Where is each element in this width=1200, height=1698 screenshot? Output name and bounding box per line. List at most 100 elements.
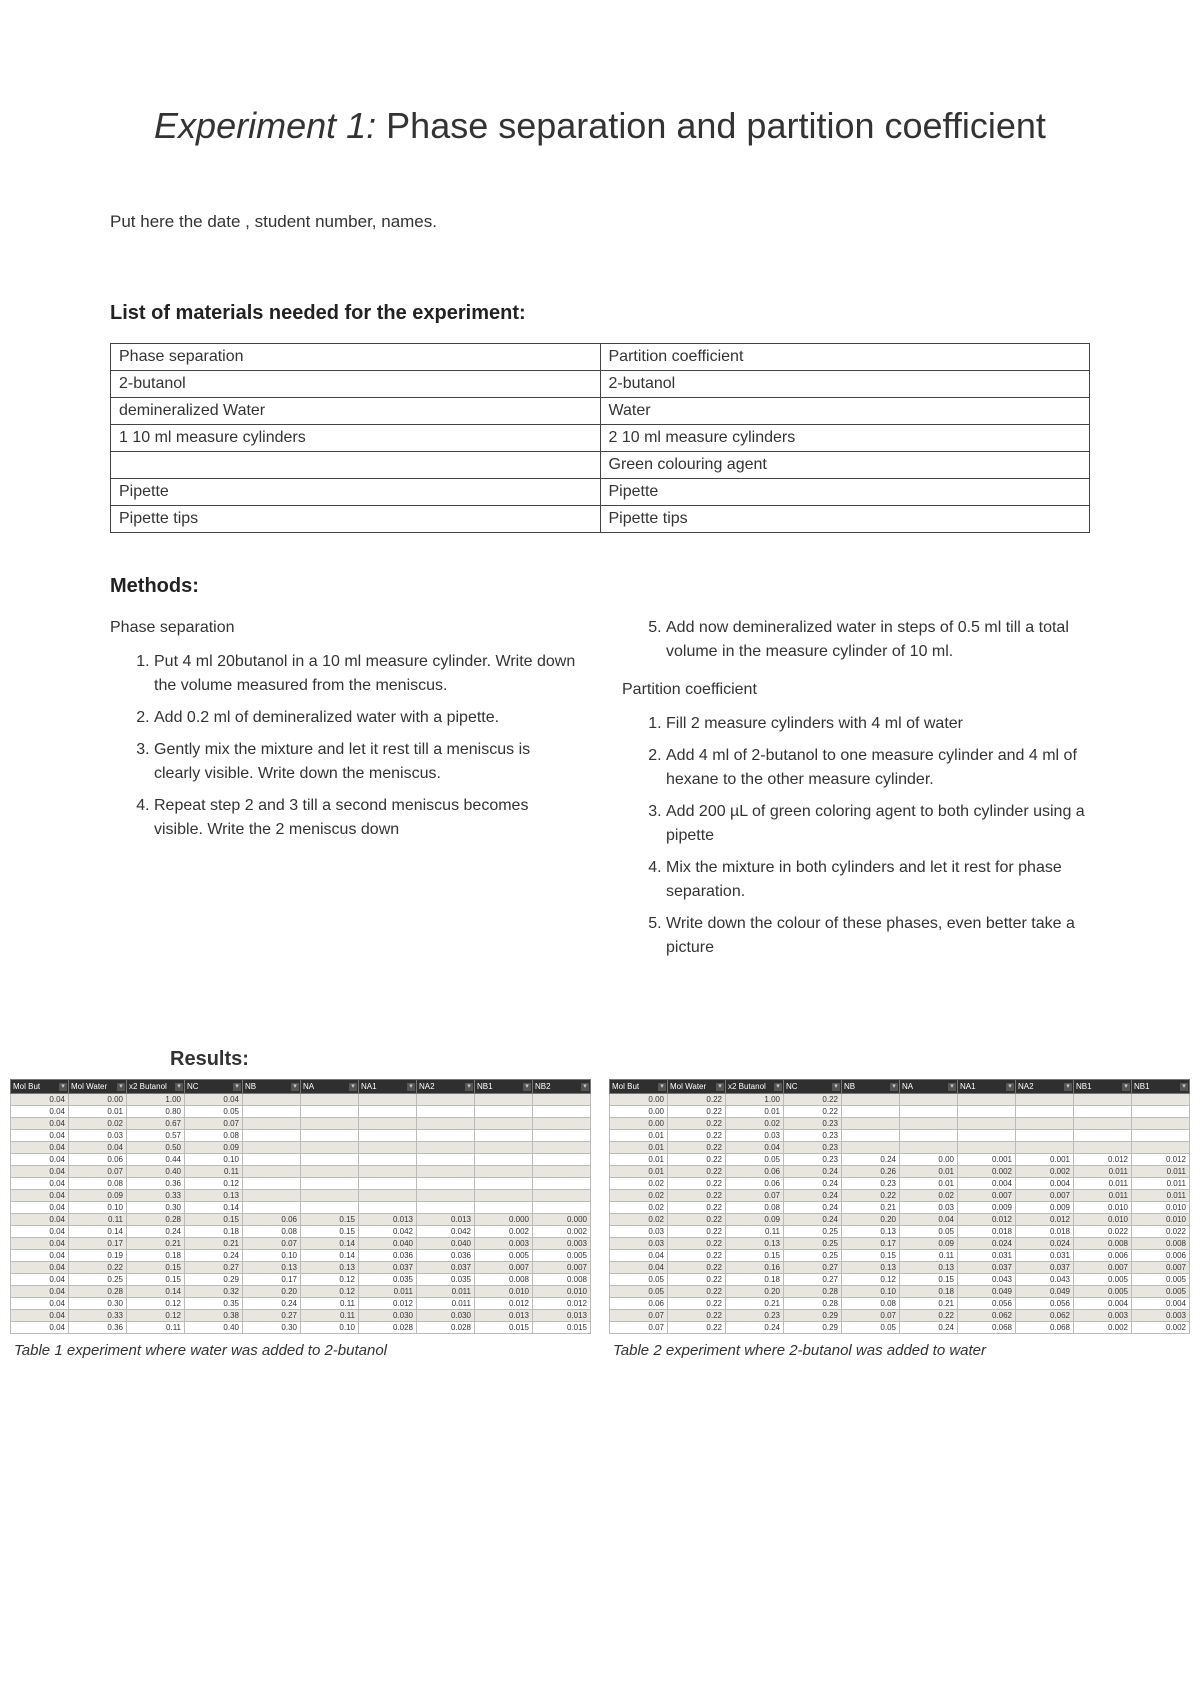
table-cell: 0.01 bbox=[900, 1166, 958, 1178]
table-cell: Phase separation bbox=[111, 344, 601, 371]
filter-dropdown-icon[interactable]: ▾ bbox=[1006, 1083, 1014, 1091]
table-row: 0.040.300.120.350.240.110.0120.0110.0120… bbox=[11, 1298, 591, 1310]
table-cell: 0.009 bbox=[958, 1202, 1016, 1214]
table-cell: 0.22 bbox=[784, 1106, 842, 1118]
filter-dropdown-icon[interactable]: ▾ bbox=[1180, 1083, 1188, 1091]
table-cell: 0.000 bbox=[533, 1214, 591, 1226]
column-header[interactable]: NB1▾ bbox=[1074, 1080, 1132, 1094]
table-row: 0.040.190.180.240.100.140.0360.0360.0050… bbox=[11, 1250, 591, 1262]
filter-dropdown-icon[interactable]: ▾ bbox=[774, 1083, 782, 1091]
table-cell: 0.22 bbox=[668, 1130, 726, 1142]
table-cell: 0.010 bbox=[475, 1286, 533, 1298]
table-cell: 0.042 bbox=[417, 1226, 475, 1238]
list-item: Add now demineralized water in steps of … bbox=[666, 616, 1090, 664]
filter-dropdown-icon[interactable]: ▾ bbox=[465, 1083, 473, 1091]
table-cell: 0.20 bbox=[243, 1286, 301, 1298]
column-header[interactable]: NA2▾ bbox=[417, 1080, 475, 1094]
filter-dropdown-icon[interactable]: ▾ bbox=[832, 1083, 840, 1091]
table-row: 0.040.220.160.270.130.130.0370.0370.0070… bbox=[610, 1262, 1190, 1274]
column-header[interactable]: NA▾ bbox=[301, 1080, 359, 1094]
table-cell: 0.005 bbox=[1074, 1274, 1132, 1286]
column-header[interactable]: Mol Water▾ bbox=[69, 1080, 127, 1094]
filter-dropdown-icon[interactable]: ▾ bbox=[948, 1083, 956, 1091]
table-cell: 0.04 bbox=[11, 1166, 69, 1178]
table-cell bbox=[243, 1154, 301, 1166]
filter-dropdown-icon[interactable]: ▾ bbox=[407, 1083, 415, 1091]
table-cell: 0.043 bbox=[1016, 1274, 1074, 1286]
filter-dropdown-icon[interactable]: ▾ bbox=[716, 1083, 724, 1091]
filter-dropdown-icon[interactable]: ▾ bbox=[59, 1083, 67, 1091]
column-header[interactable]: NC▾ bbox=[185, 1080, 243, 1094]
table-cell bbox=[533, 1130, 591, 1142]
table-cell: 0.22 bbox=[668, 1226, 726, 1238]
table-cell: 0.23 bbox=[784, 1130, 842, 1142]
table-cell: 0.00 bbox=[610, 1106, 668, 1118]
table-cell: 0.01 bbox=[610, 1154, 668, 1166]
table-cell: 0.007 bbox=[475, 1262, 533, 1274]
table-cell bbox=[958, 1142, 1016, 1154]
filter-dropdown-icon[interactable]: ▾ bbox=[117, 1083, 125, 1091]
table-cell: 0.00 bbox=[610, 1118, 668, 1130]
table-cell: 0.036 bbox=[359, 1250, 417, 1262]
filter-dropdown-icon[interactable]: ▾ bbox=[349, 1083, 357, 1091]
table-cell: 0.062 bbox=[958, 1310, 1016, 1322]
list-item: Put 4 ml 20butanol in a 10 ml measure cy… bbox=[154, 650, 578, 698]
column-header[interactable]: NA▾ bbox=[900, 1080, 958, 1094]
column-header[interactable]: NB1▾ bbox=[475, 1080, 533, 1094]
table-row: Phase separationPartition coefficient bbox=[111, 344, 1090, 371]
table-cell: 0.21 bbox=[900, 1298, 958, 1310]
table-row: 0.000.220.010.22 bbox=[610, 1106, 1190, 1118]
column-header[interactable]: NA1▾ bbox=[359, 1080, 417, 1094]
filter-dropdown-icon[interactable]: ▾ bbox=[581, 1083, 589, 1091]
table-cell: 0.21 bbox=[842, 1202, 900, 1214]
table-header-row: Mol But▾Mol Water▾x2 Butanol▾NC▾NB▾NA▾NA… bbox=[11, 1080, 591, 1094]
column-header[interactable]: NB1▾ bbox=[1132, 1080, 1190, 1094]
table-cell: 0.04 bbox=[11, 1154, 69, 1166]
column-header[interactable]: NB▾ bbox=[243, 1080, 301, 1094]
table-cell: 0.06 bbox=[243, 1214, 301, 1226]
table-cell: 0.040 bbox=[417, 1238, 475, 1250]
column-header[interactable]: NA2▾ bbox=[1016, 1080, 1074, 1094]
column-header[interactable]: NA1▾ bbox=[958, 1080, 1016, 1094]
table-cell: 0.068 bbox=[1016, 1322, 1074, 1334]
table-cell: 0.015 bbox=[533, 1322, 591, 1334]
table-cell: 0.02 bbox=[610, 1178, 668, 1190]
table-cell: 0.26 bbox=[842, 1166, 900, 1178]
table-cell: 0.022 bbox=[1132, 1226, 1190, 1238]
table-cell bbox=[243, 1094, 301, 1106]
filter-dropdown-icon[interactable]: ▾ bbox=[1122, 1083, 1130, 1091]
filter-dropdown-icon[interactable]: ▾ bbox=[890, 1083, 898, 1091]
table-cell: 0.06 bbox=[726, 1178, 784, 1190]
column-header[interactable]: x2 Butanol▾ bbox=[726, 1080, 784, 1094]
table-cell: 0.12 bbox=[842, 1274, 900, 1286]
table-cell: 0.15 bbox=[900, 1274, 958, 1286]
table-cell: 0.04 bbox=[11, 1274, 69, 1286]
filter-dropdown-icon[interactable]: ▾ bbox=[233, 1083, 241, 1091]
table-cell: 0.24 bbox=[127, 1226, 185, 1238]
filter-dropdown-icon[interactable]: ▾ bbox=[175, 1083, 183, 1091]
table-cell: 0.010 bbox=[533, 1286, 591, 1298]
table-cell: 0.02 bbox=[610, 1214, 668, 1226]
table-cell: 0.037 bbox=[1016, 1262, 1074, 1274]
filter-dropdown-icon[interactable]: ▾ bbox=[658, 1083, 666, 1091]
table-cell: 0.22 bbox=[668, 1322, 726, 1334]
table-cell: 1 10 ml measure cylinders bbox=[111, 425, 601, 452]
table-cell: Pipette tips bbox=[600, 506, 1090, 533]
column-header[interactable]: Mol But▾ bbox=[610, 1080, 668, 1094]
column-header[interactable]: Mol Water▾ bbox=[668, 1080, 726, 1094]
table-cell: 0.12 bbox=[185, 1178, 243, 1190]
table-cell: 0.04 bbox=[11, 1094, 69, 1106]
table-cell bbox=[301, 1190, 359, 1202]
table-cell: 0.10 bbox=[69, 1202, 127, 1214]
column-header[interactable]: NB2▾ bbox=[533, 1080, 591, 1094]
column-header[interactable]: NB▾ bbox=[842, 1080, 900, 1094]
table-cell: 0.040 bbox=[359, 1238, 417, 1250]
filter-dropdown-icon[interactable]: ▾ bbox=[291, 1083, 299, 1091]
table-cell: 0.002 bbox=[475, 1226, 533, 1238]
filter-dropdown-icon[interactable]: ▾ bbox=[1064, 1083, 1072, 1091]
column-header[interactable]: Mol But▾ bbox=[11, 1080, 69, 1094]
column-header[interactable]: x2 Butanol▾ bbox=[127, 1080, 185, 1094]
table-cell: 0.18 bbox=[127, 1250, 185, 1262]
column-header[interactable]: NC▾ bbox=[784, 1080, 842, 1094]
filter-dropdown-icon[interactable]: ▾ bbox=[523, 1083, 531, 1091]
